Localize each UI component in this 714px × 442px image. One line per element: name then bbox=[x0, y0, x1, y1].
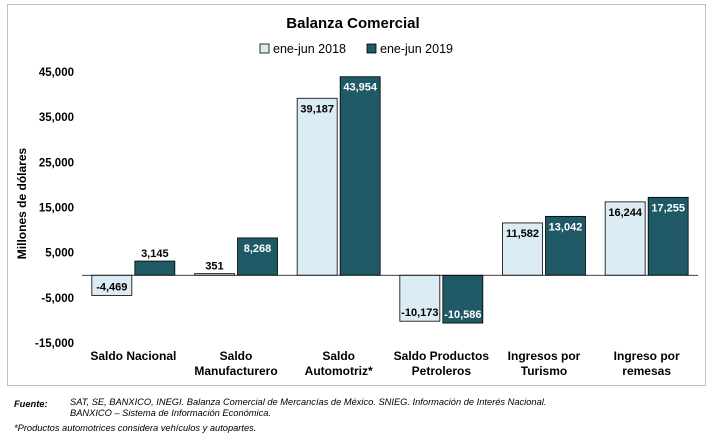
y-axis-title: Millones de dólares bbox=[15, 147, 29, 259]
bar-2019 bbox=[237, 237, 278, 276]
category-label: Saldo bbox=[220, 349, 253, 363]
data-label-2019: 17,255 bbox=[651, 202, 685, 214]
legend-label-1: ene-jun 2018 bbox=[273, 42, 346, 56]
source-label: Fuente: bbox=[14, 399, 48, 409]
data-label-2018: 11,582 bbox=[506, 228, 539, 240]
category-label: remesas bbox=[622, 364, 671, 378]
source-line-1: SAT, SE, BANXICO, INEGI. Balanza Comerci… bbox=[70, 397, 547, 407]
y-tick-label: 25,000 bbox=[39, 157, 74, 169]
bar-2019 bbox=[647, 196, 689, 276]
y-tick-label: -15,000 bbox=[35, 338, 74, 350]
source-text: SAT, SE, BANXICO, INEGI. Balanza Comerci… bbox=[70, 397, 546, 419]
category-label: Saldo bbox=[322, 349, 355, 363]
y-tick-label: 5,000 bbox=[45, 248, 74, 260]
bar-2019 bbox=[339, 76, 381, 276]
bar-2019 bbox=[442, 274, 484, 324]
footnote: *Productos automotrices considera vehícu… bbox=[14, 423, 257, 433]
y-tick-label: 45,000 bbox=[39, 67, 74, 79]
legend-label-2: ene-jun 2019 bbox=[380, 42, 453, 56]
data-label-2018: 39,187 bbox=[300, 103, 334, 115]
y-tick-label: 15,000 bbox=[39, 203, 74, 215]
data-label-2019: 8,268 bbox=[244, 243, 272, 255]
category-label: Petroleros bbox=[412, 364, 472, 378]
legend-swatch-1 bbox=[259, 43, 270, 54]
category-label: Saldo Productos bbox=[394, 349, 490, 363]
category-label: Ingresos por bbox=[508, 349, 581, 363]
data-label-2018: -4,469 bbox=[96, 281, 127, 293]
data-label-2018: 351 bbox=[205, 261, 223, 273]
category-label: Manufacturero bbox=[194, 364, 277, 378]
data-label-2018: -10,173 bbox=[401, 307, 438, 319]
data-label-2019: -10,586 bbox=[444, 309, 481, 321]
data-label-2019: 3,145 bbox=[141, 248, 169, 260]
category-label: Saldo Nacional bbox=[90, 349, 176, 363]
data-label-2019: 13,042 bbox=[549, 221, 583, 233]
chart-frame: Balanza Comercial ene-jun 2018 ene-jun 201… bbox=[7, 4, 706, 386]
category-label: Ingreso por bbox=[614, 349, 680, 363]
legend-swatch-2 bbox=[366, 43, 377, 54]
bar-2019 bbox=[134, 260, 176, 276]
category-label: Automotriz* bbox=[305, 364, 373, 378]
source-line-2: BANXICO – Sistema de Información Económi… bbox=[70, 408, 271, 418]
data-label-2019: 43,954 bbox=[343, 82, 378, 94]
y-tick-label: -5,000 bbox=[41, 293, 74, 305]
chart: Balanza Comercial ene-jun 2018 ene-jun 201… bbox=[15, 15, 698, 378]
chart-title: Balanza Comercial bbox=[286, 15, 419, 32]
category-label: Turismo bbox=[521, 364, 567, 378]
data-label-2018: 16,244 bbox=[608, 207, 643, 219]
y-tick-label: 35,000 bbox=[39, 112, 74, 124]
bar-2018 bbox=[399, 274, 441, 322]
bar-2018 bbox=[296, 97, 338, 276]
